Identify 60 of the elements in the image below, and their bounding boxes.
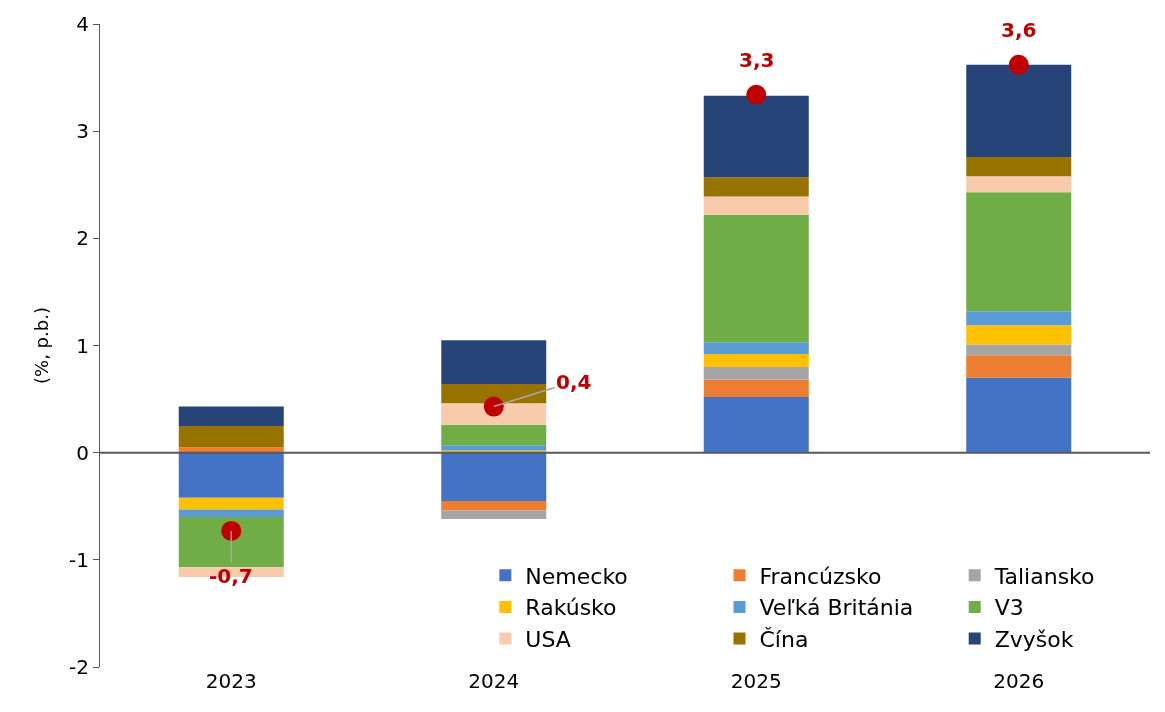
bar bbox=[178, 497, 284, 510]
bar bbox=[178, 425, 284, 448]
bar bbox=[966, 311, 1072, 326]
bar bbox=[703, 396, 809, 453]
bar bbox=[441, 384, 547, 404]
bar bbox=[703, 196, 809, 215]
bar bbox=[178, 406, 284, 426]
legend-label: Čína bbox=[759, 627, 809, 653]
bar bbox=[441, 510, 547, 520]
legend-label: Nemecko bbox=[525, 563, 628, 589]
x-tick-label: 2025 bbox=[730, 669, 782, 693]
bar bbox=[703, 342, 809, 355]
legend-label: Rakúsko bbox=[525, 595, 617, 621]
bar bbox=[703, 95, 809, 178]
bar bbox=[966, 64, 1072, 157]
bar bbox=[178, 452, 284, 498]
bar bbox=[966, 325, 1072, 345]
x-tick-label: 2023 bbox=[205, 669, 257, 693]
bar bbox=[441, 445, 547, 451]
bar bbox=[441, 500, 547, 511]
y-tick-label: 0 bbox=[76, 440, 89, 465]
bar bbox=[966, 192, 1072, 312]
y-axis-title: (%, p.b.) bbox=[31, 307, 53, 384]
bar bbox=[703, 366, 809, 380]
legend-label: USA bbox=[525, 627, 571, 653]
bar bbox=[441, 424, 547, 446]
bar bbox=[178, 516, 284, 568]
bar bbox=[178, 509, 284, 517]
bar bbox=[966, 377, 1072, 453]
y-tick-label: -1 bbox=[69, 547, 89, 572]
y-tick-label: 2 bbox=[76, 226, 89, 251]
bar bbox=[703, 214, 809, 343]
legend-label: Taliansko bbox=[993, 563, 1095, 589]
legend-label: V3 bbox=[994, 595, 1024, 621]
bar bbox=[703, 177, 809, 197]
bar bbox=[703, 379, 809, 397]
point bbox=[483, 396, 504, 417]
y-tick-label: -2 bbox=[69, 655, 89, 679]
point bbox=[1008, 54, 1029, 75]
bar bbox=[441, 340, 547, 385]
data-label: 3,6 bbox=[1001, 18, 1037, 42]
data-label: 0,4 bbox=[556, 370, 592, 394]
point bbox=[221, 520, 242, 541]
bar bbox=[441, 452, 547, 501]
point bbox=[746, 84, 767, 105]
bar bbox=[966, 344, 1072, 356]
legend-label: Francúzsko bbox=[759, 563, 882, 589]
x-tick-label: 2024 bbox=[468, 669, 520, 693]
bar bbox=[703, 354, 809, 367]
data-label: -0,7 bbox=[209, 564, 253, 588]
y-tick-label: 3 bbox=[76, 119, 89, 144]
x-tick-label: 2026 bbox=[993, 669, 1045, 693]
legend-label: Veľká Británia bbox=[759, 595, 914, 621]
bar bbox=[966, 355, 1072, 378]
bar bbox=[966, 156, 1072, 177]
y-tick-label: 1 bbox=[76, 333, 89, 358]
bar bbox=[966, 176, 1072, 193]
y-tick-label: 4 bbox=[76, 12, 89, 36]
data-label: 3,3 bbox=[739, 48, 775, 72]
legend-label: Zvyšok bbox=[994, 627, 1074, 653]
